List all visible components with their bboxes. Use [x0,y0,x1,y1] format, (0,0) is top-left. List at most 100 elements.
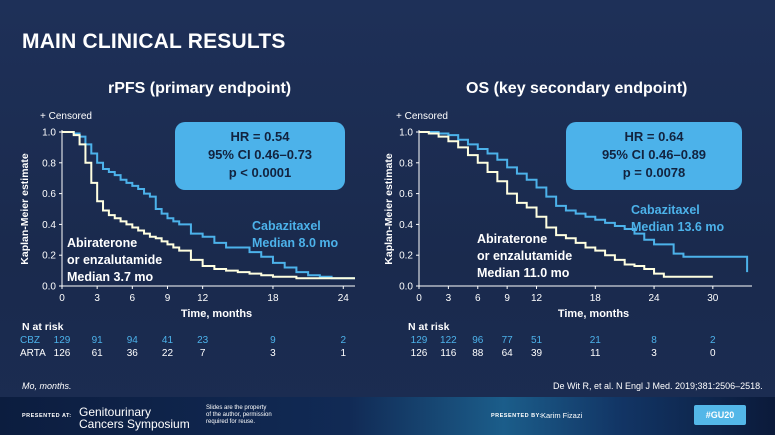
risk-cell: 39 [530,348,543,359]
risk-cell: 129 [53,335,71,346]
risk-cell: 91 [91,335,103,346]
property-note-1: Slides are the property [206,405,267,411]
symposium-line-1: Genitourinary [79,405,152,419]
footer-bar: PRESENTED AT: Genitourinary Cancers Symp… [0,397,775,435]
risk-cell: 23 [197,335,209,346]
x-tick-label: 9 [504,293,510,304]
ci-line: 95% CI 0.46–0.89 [601,147,707,162]
risk-cell: 88 [472,348,484,359]
y-tick-label: 1.0 [42,128,56,139]
x-tick-label: 12 [531,293,543,304]
x-axis-label: Time, months [558,308,629,320]
risk-cell: 41 [161,335,174,346]
x-tick-label: 3 [446,293,452,304]
risk-cell: 21 [589,335,601,346]
risk-cell: 96 [472,335,484,346]
risk-header-rpfs: N at risk [22,321,64,333]
y-tick-label: 0.6 [42,189,56,200]
risk-cell: 2 [340,335,347,346]
y-tick-label: 0.8 [399,158,413,169]
x-tick-label: 6 [130,293,136,304]
x-tick-label: 30 [707,293,719,304]
risk-cell: 77 [501,335,513,346]
arta-label-rpfs: Abiraterone or enzalutamide Median 3.7 m… [67,235,162,286]
x-tick-label: 9 [165,293,171,304]
censored-legend-os: + Censored [396,111,448,122]
x-tick-label: 3 [94,293,100,304]
risk-row-name: CBZ [20,335,40,346]
citation: De Wit R, et al. N Engl J Med. 2019;381:… [553,381,763,391]
risk-cell: 61 [91,348,103,359]
y-tick-label: 0.8 [42,158,56,169]
cbz-label-rpfs: Cabazitaxel Median 8.0 mo [252,218,338,252]
risk-cell: 3 [270,348,276,359]
x-axis-label: Time, months [181,308,252,320]
ci-line: 95% CI 0.46–0.73 [207,147,313,162]
risk-cell: 129 [410,335,428,346]
arta-curve [62,131,355,280]
risk-cell: 8 [651,335,657,346]
risk-cell: 1 [340,348,347,359]
panel-title-rpfs: rPFS (primary endpoint) [108,80,292,97]
risk-cell: 51 [530,335,543,346]
property-note-3: required for reuse. [206,419,256,425]
cbz-name: Cabazitaxel [252,219,321,233]
x-tick-label: 24 [338,293,350,304]
x-tick-label: 6 [475,293,481,304]
arta-name-1: Abiraterone [477,232,548,246]
property-note-2: of the author, permission [206,412,272,418]
slide-title: MAIN CLINICAL RESULTS [22,30,286,53]
risk-header-os: N at risk [408,321,450,333]
y-tick-label: 0.2 [399,251,413,262]
arta-label-os: Abiraterone or enzalutamide Median 11.0 … [477,231,572,282]
hr-box-rpfs: HR = 0.54 95% CI 0.46–0.73 p < 0.0001 [175,122,345,190]
hr-line: HR = 0.64 [624,129,684,144]
y-tick-label: 0.2 [42,251,56,262]
property-note: Slides are the property of the author, p… [206,405,272,426]
p-line: p < 0.0001 [228,165,292,180]
x-tick-label: 0 [416,293,422,304]
y-tick-label: 1.0 [399,128,413,139]
cbz-label-os: Cabazitaxel Median 13.6 mo [631,202,724,236]
risk-cell: 94 [126,335,138,346]
cbz-median: Median 8.0 mo [252,236,339,250]
risk-cell: 64 [501,348,513,359]
y-tick-label: 0.4 [42,220,56,231]
risk-cell: 9 [270,335,276,346]
arta-curve [419,131,713,278]
y-axis-label: Kaplan-Meier estimate [19,153,31,265]
presenter-name: Karim Fizazi [541,411,583,420]
p-line: p = 0.0078 [622,165,686,180]
risk-row-name: ARTA [20,348,46,359]
risk-cell: 11 [590,348,601,359]
risk-cell: 22 [161,348,174,359]
censored-legend-rpfs: + Censored [40,111,92,122]
risk-cell: 7 [199,348,206,359]
risk-cell: 116 [440,348,457,359]
footnote: Mo, months. [22,381,72,391]
risk-cell: 122 [440,335,457,346]
risk-cell: 3 [651,348,657,359]
cbz-curve [419,131,749,273]
presented-by-label: PRESENTED BY: [491,413,542,419]
risk-cell: 36 [126,348,138,359]
y-axis-label: Kaplan-Meier estimate [383,153,395,265]
y-tick-label: 0.0 [399,282,413,293]
presented-at-label: PRESENTED AT: [22,413,72,419]
y-tick-label: 0.0 [42,282,56,293]
x-tick-label: 0 [59,293,65,304]
y-tick-label: 0.4 [399,220,413,231]
hashtag-badge: #GU20 [694,405,746,425]
arta-name-2: or enzalutamide [477,249,573,263]
symposium-line-2: Cancers Symposium [79,417,190,431]
risk-cell: 126 [410,348,428,359]
symposium-logo: Genitourinary Cancers Symposium [79,406,190,430]
cbz-median: Median 13.6 mo [631,220,725,234]
hr-box-os: HR = 0.64 95% CI 0.46–0.89 p = 0.0078 [566,122,742,190]
cbz-curve [62,131,355,280]
y-tick-label: 0.6 [399,189,413,200]
arta-name-2: or enzalutamide [67,253,163,267]
